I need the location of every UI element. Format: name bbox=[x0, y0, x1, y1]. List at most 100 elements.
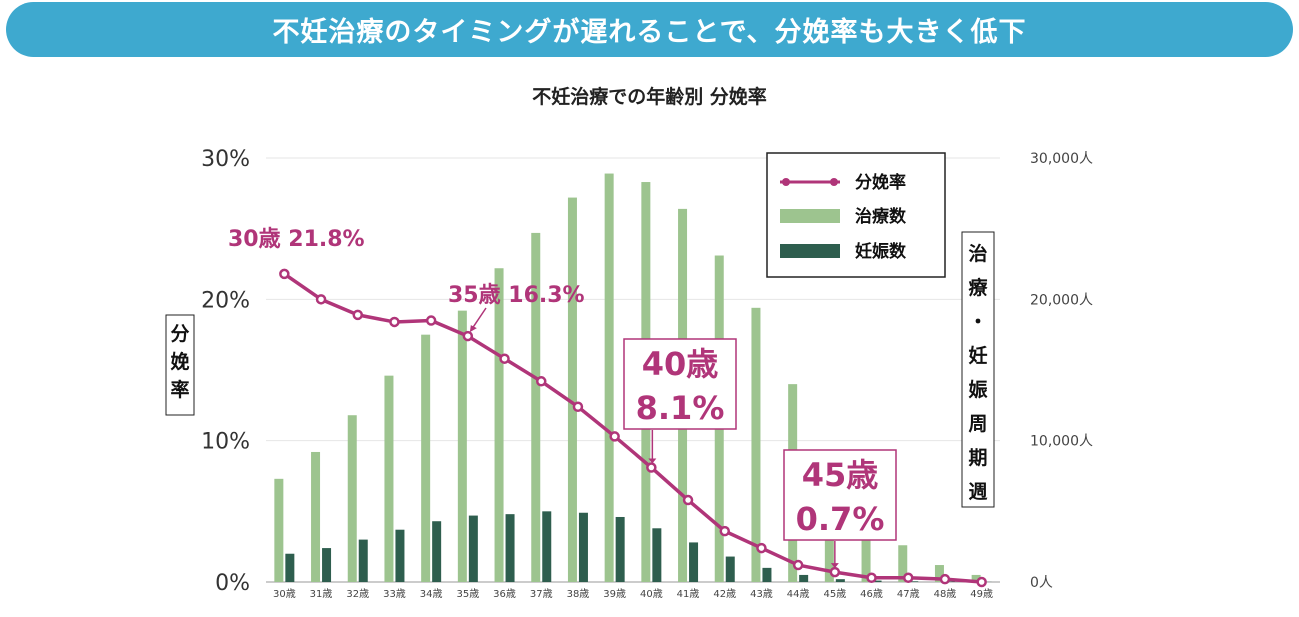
x-tick-label: 37歳 bbox=[530, 588, 553, 600]
y-left-label-box bbox=[165, 314, 195, 416]
delivery-rate-line bbox=[283, 272, 982, 584]
x-tick-label: 45歳 bbox=[823, 588, 846, 600]
pregnancy-bar bbox=[615, 516, 625, 582]
x-tick-label: 34歳 bbox=[420, 588, 443, 600]
y-left-tick-label: 0% bbox=[215, 571, 250, 596]
pregnancy-bar bbox=[542, 511, 552, 582]
pregnancy-bar bbox=[725, 556, 735, 582]
treatment-bar bbox=[824, 535, 834, 582]
x-tick-label: 35歳 bbox=[456, 588, 479, 600]
treatment-bar bbox=[934, 565, 944, 582]
y-right-tick-label: 20,000人 bbox=[1030, 292, 1093, 308]
treatment-bar bbox=[567, 197, 577, 582]
headline-banner: 不妊治療のタイミングが遅れることで、分娩率も大きく低下 bbox=[6, 2, 1293, 57]
delivery-rate-point bbox=[499, 353, 510, 364]
treatment-bar bbox=[347, 415, 357, 582]
delivery-rate-point bbox=[939, 573, 951, 585]
annotation-arrowhead bbox=[830, 563, 839, 569]
annotation-label: 35歳 16.3% bbox=[448, 283, 585, 308]
delivery-rate-point bbox=[646, 462, 657, 473]
x-tick-label: 49歳 bbox=[970, 588, 993, 600]
delivery-rate-point bbox=[609, 431, 620, 442]
treatment-bar bbox=[421, 334, 431, 582]
y-right-label-char: 療 bbox=[968, 276, 988, 299]
legend-swatch-point bbox=[830, 178, 838, 186]
y-right-label-box bbox=[961, 231, 995, 508]
pregnancy-bar bbox=[689, 542, 699, 582]
annotation-label: 0.7% bbox=[796, 500, 885, 538]
x-tick-label: 42歳 bbox=[713, 588, 736, 600]
y-right-label-char: 娠 bbox=[968, 379, 988, 401]
delivery-rate-point bbox=[682, 494, 694, 506]
x-tick-label: 46歳 bbox=[860, 588, 883, 600]
y-right-label-char: ・ bbox=[968, 311, 987, 333]
delivery-rate-point bbox=[462, 330, 474, 342]
annotation-label: 30歳 21.8% bbox=[228, 227, 365, 252]
pregnancy-bar bbox=[835, 579, 845, 582]
x-tick-label: 39歳 bbox=[603, 588, 626, 600]
delivery-rate-point bbox=[315, 294, 327, 305]
legend-label: 妊娠数 bbox=[855, 241, 907, 262]
annotation-label: 8.1% bbox=[636, 389, 725, 427]
treatment-bar bbox=[457, 310, 467, 582]
y-left-tick-label: 10% bbox=[201, 430, 250, 455]
y-right-label-char: 周 bbox=[968, 413, 987, 435]
y-left-tick-label: 20% bbox=[201, 288, 250, 313]
pregnancy-bar bbox=[395, 529, 405, 582]
y-left-label-char: 娩 bbox=[170, 350, 189, 373]
y-right-label-char: 週 bbox=[968, 481, 987, 503]
y-right-tick-label: 0人 bbox=[1030, 575, 1053, 591]
y-right-label-char: 期 bbox=[968, 447, 987, 469]
y-left-label-char: 率 bbox=[170, 378, 189, 401]
x-tick-label: 44歳 bbox=[787, 588, 810, 600]
annotation-box bbox=[623, 338, 737, 430]
delivery-rate-point bbox=[352, 309, 363, 321]
delivery-rate-point bbox=[792, 559, 804, 571]
delivery-rate-point bbox=[866, 572, 877, 584]
pregnancy-bar bbox=[358, 539, 368, 582]
legend-swatch-point bbox=[782, 178, 790, 186]
x-tick-label: 41歳 bbox=[677, 588, 700, 600]
pregnancy-bar bbox=[762, 567, 772, 582]
pregnancy-bar bbox=[799, 574, 809, 582]
pregnancy-bar bbox=[285, 553, 295, 582]
x-tick-label: 38歳 bbox=[567, 588, 590, 600]
y-left-label-char: 分 bbox=[170, 323, 189, 345]
delivery-rate-point bbox=[756, 542, 767, 554]
pregnancy-bar bbox=[322, 548, 332, 582]
pregnancy-bar bbox=[578, 512, 588, 582]
annotation-box bbox=[783, 449, 897, 541]
delivery-rate-point bbox=[536, 376, 547, 387]
annotation-arrow bbox=[471, 307, 487, 330]
chart-title: 不妊治療での年齢別 分娩率 bbox=[532, 86, 767, 108]
x-tick-label: 36歳 bbox=[493, 588, 516, 600]
annotation-label: 40歳 bbox=[642, 345, 719, 383]
treatment-bar bbox=[531, 232, 541, 582]
treatment-bar bbox=[494, 268, 504, 582]
annotation-arrowhead bbox=[648, 458, 657, 464]
delivery-rate-point bbox=[389, 316, 400, 328]
legend-label: 分娩率 bbox=[855, 172, 906, 193]
pregnancy-bar bbox=[468, 515, 478, 582]
y-right-tick-label: 30,000人 bbox=[1030, 151, 1093, 167]
y-left-tick-label: 30% bbox=[201, 147, 250, 172]
treatment-bar bbox=[861, 535, 871, 582]
x-tick-label: 47歳 bbox=[897, 588, 920, 600]
treatment-bar bbox=[384, 375, 394, 582]
annotation-arrowhead bbox=[469, 325, 477, 333]
x-tick-label: 40歳 bbox=[640, 588, 663, 600]
pregnancy-bar bbox=[909, 581, 919, 582]
treatment-bar bbox=[274, 478, 284, 582]
delivery-rate-point bbox=[976, 576, 987, 588]
treatment-bar bbox=[751, 307, 761, 582]
x-tick-label: 48歳 bbox=[934, 588, 957, 600]
delivery-rate-point bbox=[719, 525, 730, 537]
x-tick-label: 33歳 bbox=[383, 588, 406, 600]
delivery-rate-point bbox=[425, 315, 437, 326]
treatment-bar bbox=[311, 451, 321, 582]
x-tick-label: 43歳 bbox=[750, 588, 773, 600]
pregnancy-bar bbox=[652, 528, 662, 582]
treatment-bar bbox=[971, 574, 981, 582]
legend-swatch-pregnancy bbox=[780, 244, 840, 258]
